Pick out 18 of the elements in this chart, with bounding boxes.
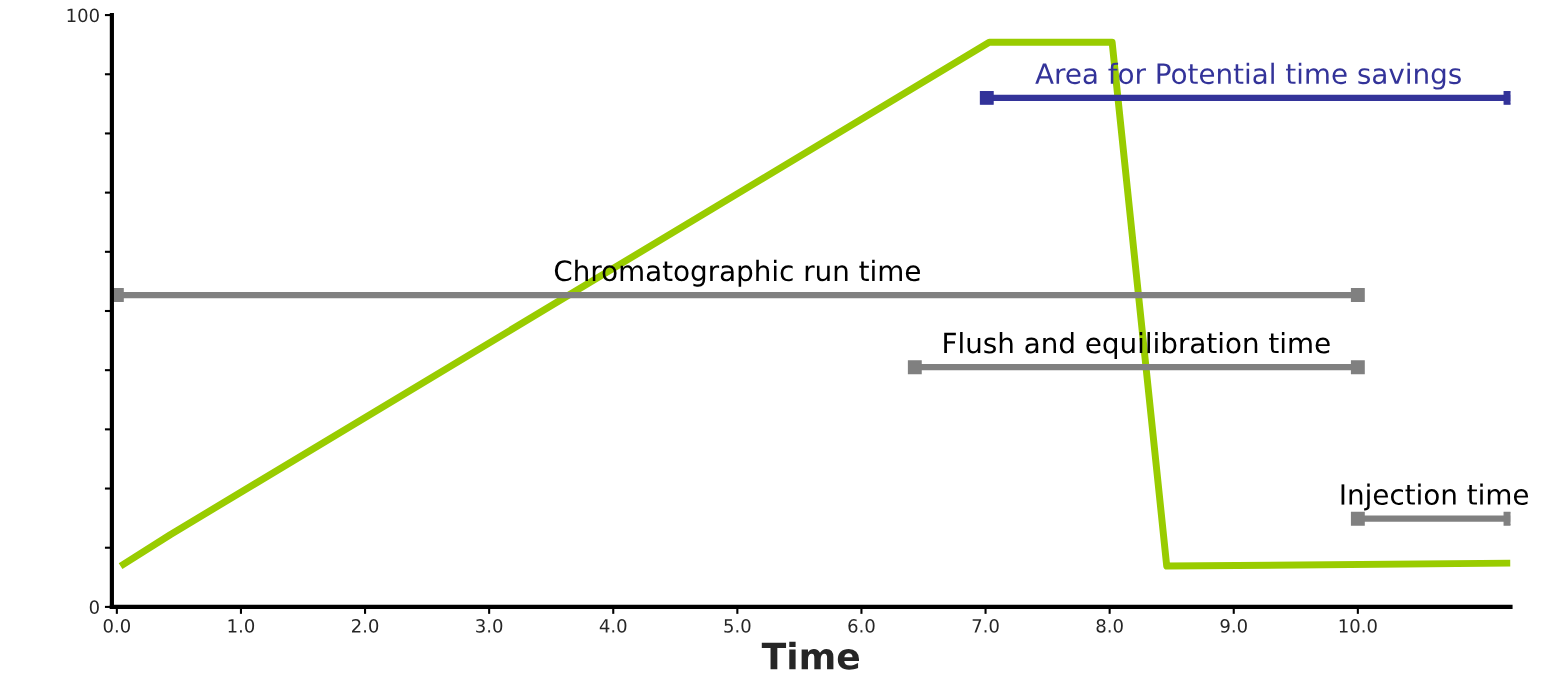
y-tick-label: 0 (89, 600, 99, 615)
x-tick-label: 2.0 (352, 619, 379, 633)
x-tick-label: 7.0 (972, 619, 999, 633)
x-tick-label: 6.0 (848, 619, 875, 633)
x-tick-label: 8.0 (1096, 619, 1123, 633)
x-tick-label: 3.0 (476, 619, 503, 633)
point (1350, 360, 1365, 375)
x-tick-label: 1.0 (228, 619, 255, 633)
point (907, 360, 922, 375)
point (1350, 288, 1365, 302)
y-tick-label: 100 (67, 8, 99, 23)
x-tick-label: 0.0 (103, 619, 131, 633)
x-tick-label: 4.0 (599, 619, 627, 633)
x-axis-title: Time (761, 641, 859, 670)
x-tick-label: 5.0 (724, 619, 751, 633)
series-label: Injection time (1341, 483, 1529, 511)
x-tick-label: 9.0 (1220, 619, 1247, 633)
x-tick-label: 10.0 (1339, 619, 1377, 633)
